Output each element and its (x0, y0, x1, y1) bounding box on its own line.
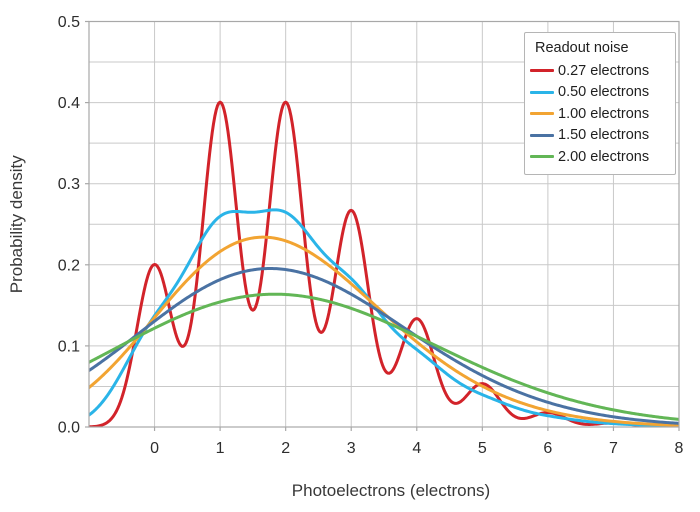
y-tick-label: 0.1 (58, 338, 80, 355)
ticks (85, 20, 680, 431)
plot-border (88, 20, 680, 428)
tick-labels: 0 1 2 3 4 5 6 7 8 0.0 0.1 0.2 0.3 0.4 0.5 (58, 14, 684, 457)
curve-200 (89, 292, 679, 421)
legend-entry-label: 0.27 electrons (558, 62, 650, 79)
legend-line-swatch (530, 133, 554, 137)
curve-027 (89, 100, 679, 427)
legend-entry-label: 2.00 electrons (558, 148, 650, 165)
legend-entry: 0.50 electrons (530, 82, 671, 104)
y-tick-label: 0.3 (58, 176, 80, 193)
x-tick-label: 2 (281, 440, 290, 457)
x-tick-label: 1 (216, 440, 225, 457)
x-tick-label: 6 (543, 440, 552, 457)
y-tick-label: 0.4 (58, 95, 80, 112)
legend-entry-label: 1.00 electrons (558, 105, 650, 122)
legend-entry: 1.00 electrons (530, 103, 671, 125)
curve-100 (89, 235, 679, 427)
x-tick-label: 0 (150, 440, 159, 457)
legend-entry: 2.00 electrons (530, 146, 671, 168)
y-tick-label: 0.2 (58, 257, 80, 274)
curve-150 (89, 267, 679, 425)
legend-entry-label: 0.50 electrons (558, 84, 650, 101)
legend-line-swatch (530, 69, 554, 73)
legend-title: Readout noise (535, 40, 629, 56)
legend: Readout noise 0.27 electrons 0.50 electr… (524, 32, 676, 175)
y-axis-label: Probability density (7, 155, 26, 293)
y-tick-label: 0.5 (58, 14, 80, 31)
curves (89, 100, 679, 427)
x-tick-label: 5 (478, 440, 487, 457)
x-tick-label: 3 (347, 440, 356, 457)
legend-entry: 0.27 electrons (530, 60, 671, 82)
x-axis-label: Photoelectrons (electrons) (292, 481, 490, 500)
legend-entry-label: 1.50 electrons (558, 127, 650, 144)
y-tick-label: 0.0 (58, 420, 80, 437)
x-tick-label: 4 (412, 440, 421, 457)
legend-line-swatch (530, 90, 554, 94)
x-tick-label: 7 (609, 440, 618, 457)
curve-050 (89, 208, 679, 427)
legend-entry: 1.50 electrons (530, 125, 671, 147)
legend-line-swatch (530, 112, 554, 116)
x-tick-label: 8 (675, 440, 684, 457)
grid (89, 21, 679, 427)
legend-line-swatch (530, 155, 554, 159)
